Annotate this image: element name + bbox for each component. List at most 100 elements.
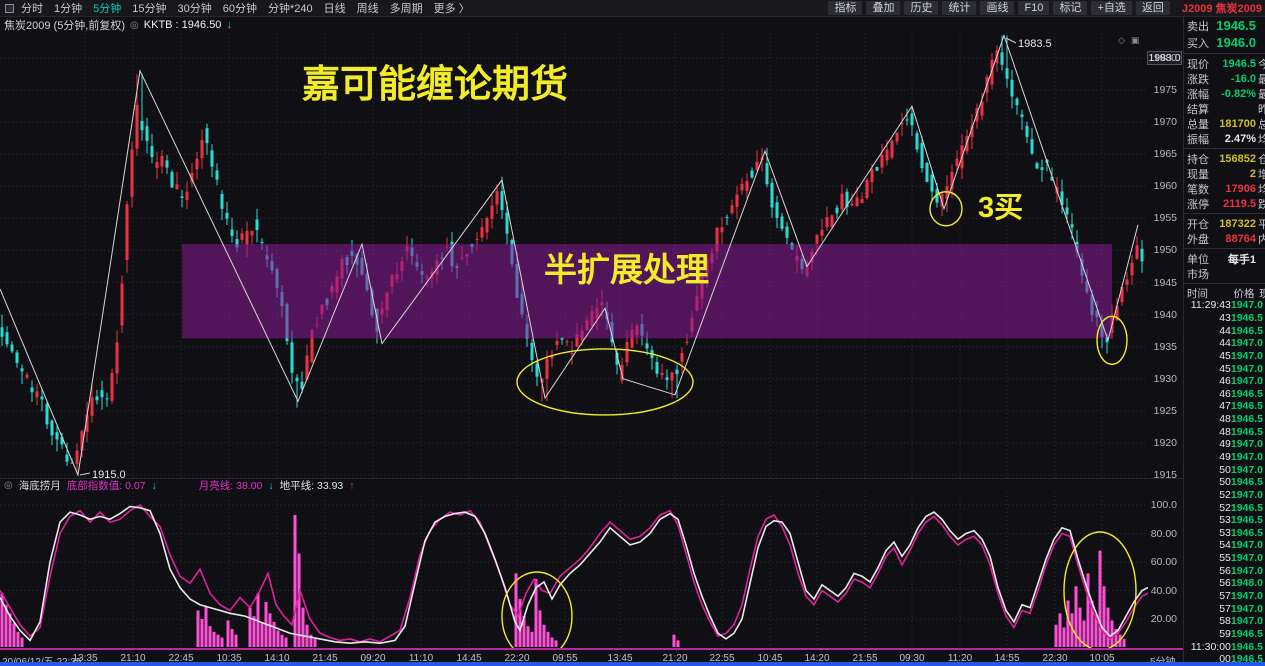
bottom-blue-strip	[0, 662, 1265, 666]
period-tab-分钟*240[interactable]: 分钟*240	[268, 3, 313, 15]
period-tab-60分钟[interactable]: 60分钟	[222, 3, 257, 15]
tool-button-叠加[interactable]: 叠加	[866, 1, 901, 15]
quote-row-涨跌: 涨跌 -16.0最	[1184, 71, 1265, 86]
divider	[1184, 213, 1265, 214]
period-tab-5分钟[interactable]: 5分钟	[93, 3, 122, 15]
third-buy-annotation: 3买	[978, 192, 1023, 224]
period-tab-日线[interactable]: 日线	[323, 3, 346, 15]
quote-fields: 现价1946.5今涨跌-16.0最涨幅-0.82%最结算昨总量181700总振幅…	[1184, 53, 1265, 281]
tool-button-标记[interactable]: 标记	[1053, 1, 1088, 15]
window-icon[interactable]	[5, 3, 14, 13]
indicator-panel[interactable]: 100.0 80.00 60.00 40.00 20.00	[0, 492, 1183, 648]
period-tab-分时[interactable]: 分时	[21, 3, 43, 15]
time-tick-label: 11:20	[947, 653, 973, 664]
trade-price: 1947.0	[1230, 375, 1263, 388]
period-tab-周线[interactable]: 周线	[356, 3, 379, 15]
field-label: 涨幅	[1187, 88, 1209, 101]
trade-row: 44 1947.0	[1184, 337, 1265, 350]
quote-row-涨停: 涨停 2119.5跌	[1184, 196, 1265, 211]
tool-button-历史[interactable]: 历史	[904, 1, 939, 15]
main-candlestick-chart[interactable]: 1983.5 1915.0 嘉可能缠论期货 半扩展处理 3买 1983.0 1980 19…	[0, 33, 1183, 481]
trade-price: 1946.5	[1230, 387, 1263, 400]
price-tick-label: 1930	[1153, 372, 1177, 385]
down-arrow-icon: ↓	[151, 479, 157, 492]
indicator-collapse-icon[interactable]: ◎	[4, 480, 13, 491]
toolbar-right: 指标 叠加 历史 统计 画线 F10 标记 +自选 返回 J2009 焦炭2009	[828, 0, 1265, 16]
trade-time: 45	[1219, 349, 1231, 362]
quote-row-持仓: 持仓 156852仓	[1184, 151, 1265, 166]
trade-list[interactable]: 11:29:43 1947.0 43 1946.5 44 1946.5 44 1947.0 45…	[1184, 299, 1265, 666]
indicator-tick-label: 20.00	[1150, 613, 1177, 625]
trade-row: 47 1946.5	[1184, 400, 1265, 413]
divider	[1184, 248, 1265, 249]
time-tick-label: 21:10	[120, 653, 146, 664]
trade-price: 1947.0	[1230, 590, 1263, 603]
trade-price: 1946.5	[1230, 640, 1263, 653]
band-label-annotation: 半扩展处理	[544, 251, 709, 288]
time-tick-label: 14:10	[264, 653, 290, 664]
price-tick-label: 1935	[1153, 340, 1177, 353]
period-tab-更多 〉[interactable]: 更多 〉	[433, 3, 470, 15]
indicator-toggle-icon[interactable]: ◎	[130, 19, 139, 31]
low-price-label: 1915.0	[92, 469, 126, 478]
trade-row: 46 1946.5	[1184, 387, 1265, 400]
trade-price: 1947.0	[1230, 564, 1263, 577]
trade-row: 50 1946.5	[1184, 476, 1265, 489]
chart-column: 焦炭2009 (5分钟,前复权) ◎ KKTB : 1946.50 ↓ 1983…	[0, 17, 1183, 666]
symbol-badge[interactable]: J2009 焦炭2009	[1181, 3, 1262, 15]
field-value: -16.0	[1230, 72, 1256, 85]
tool-button-画线[interactable]: 画线	[980, 1, 1015, 15]
price-tick-label: 1965	[1153, 148, 1177, 161]
tool-button-指标[interactable]: 指标	[828, 1, 863, 15]
time-tick-label: 22:30	[1042, 653, 1068, 664]
field-value: 2119.5	[1222, 197, 1256, 210]
cut-label: 昨	[1258, 101, 1265, 117]
trade-row: 49 1947.0	[1184, 451, 1265, 464]
yellow-ellipse-annotation	[929, 191, 963, 227]
trade-row: 56 1948.0	[1184, 577, 1265, 590]
tool-button-统计[interactable]: 统计	[942, 1, 977, 15]
buy-label: 买入	[1187, 37, 1209, 50]
period-tab-30分钟[interactable]: 30分钟	[177, 3, 212, 15]
trade-time: 46	[1219, 375, 1231, 388]
time-tick-label: 09:30	[899, 653, 925, 664]
trade-time: 44	[1219, 324, 1231, 337]
period-tab-1分钟[interactable]: 1分钟	[54, 3, 83, 15]
trade-row: 45 1947.0	[1184, 350, 1265, 363]
sell-price: 1946.5	[1216, 18, 1256, 33]
trade-row: 57 1947.0	[1184, 602, 1265, 615]
period-tab-15分钟[interactable]: 15分钟	[132, 3, 167, 15]
indicator-grid	[0, 492, 1148, 648]
trade-price: 1947.0	[1230, 552, 1263, 565]
trade-row: 56 1947.0	[1184, 564, 1265, 577]
yellow-ellipse-annotation	[1096, 315, 1128, 365]
field-label: 涨停	[1187, 198, 1209, 211]
trade-price: 1946.5	[1230, 514, 1263, 527]
horizon-line	[0, 505, 1148, 645]
quote-row-开仓: 开仓 187322平	[1184, 216, 1265, 231]
tool-button-F10[interactable]: F10	[1018, 1, 1050, 15]
panel-icon[interactable]: ▣	[1130, 35, 1140, 45]
divider	[1184, 283, 1265, 284]
tool-button-+自选[interactable]: +自选	[1091, 1, 1132, 15]
price-tick-label: 1950	[1153, 244, 1177, 257]
trade-row: 46 1947.0	[1184, 375, 1265, 388]
field-label: 市场	[1187, 268, 1209, 281]
sell-row: 卖出 1946.5	[1184, 17, 1265, 34]
trade-row: 48 1946.5	[1184, 413, 1265, 426]
diamond-icon[interactable]: ◇	[1118, 35, 1125, 45]
field-label: 开仓	[1187, 218, 1209, 231]
time-tick-label: 11:10	[408, 653, 434, 664]
time-tick-label: 13:45	[607, 653, 633, 664]
indicator-svg[interactable]	[0, 492, 1148, 648]
horizon-line-value: 地平线: 33.93	[279, 480, 344, 492]
trade-price: 1947.0	[1230, 362, 1263, 375]
quote-row-总量: 总量 181700总	[1184, 116, 1265, 131]
quote-panel: 卖出 1946.5 买入 1946.0 现价1946.5今涨跌-16.0最涨幅-…	[1183, 17, 1265, 666]
tool-button-返回[interactable]: 返回	[1135, 1, 1170, 15]
trade-time: 59	[1219, 627, 1231, 640]
period-tab-多周期[interactable]: 多周期	[389, 3, 423, 15]
quote-row-振幅: 振幅 2.47%均	[1184, 131, 1265, 146]
